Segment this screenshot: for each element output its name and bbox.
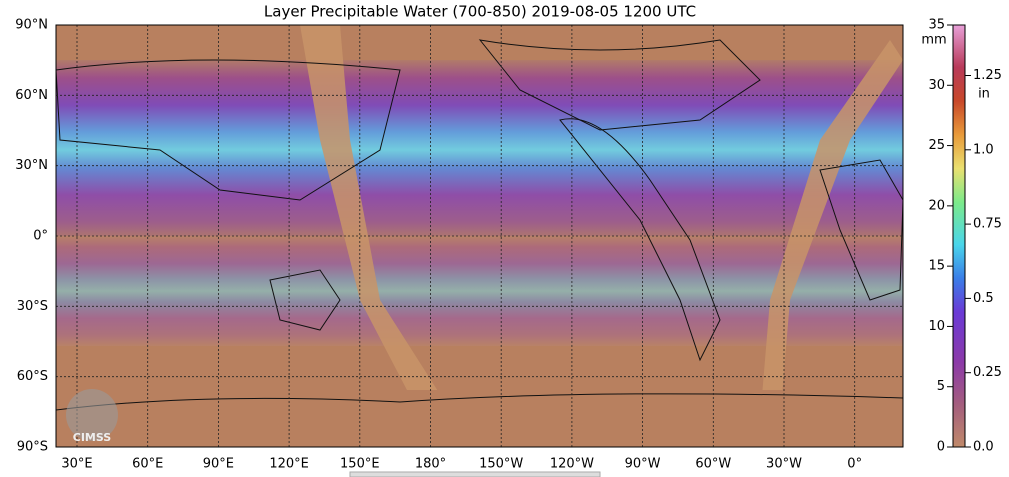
- lat-label: 30°S: [17, 299, 48, 314]
- logo: CIMSS: [66, 389, 118, 444]
- lon-label: 30°E: [61, 457, 92, 472]
- in-tick-label: 1.0: [973, 142, 994, 157]
- mm-tick-label: 20: [928, 198, 945, 213]
- bottom-tabs: [349, 471, 601, 477]
- mm-tick-label: 35: [928, 18, 945, 33]
- map-image: [55, 25, 904, 447]
- lon-label: 60°W: [695, 457, 731, 472]
- lat-label: 90°S: [17, 440, 48, 455]
- lat-label: 0°: [33, 229, 48, 244]
- mm-unit: mm: [921, 33, 946, 48]
- lon-label: 90°W: [625, 457, 661, 472]
- mm-tick-label: 0: [937, 440, 945, 455]
- lat-label: 90°N: [15, 18, 48, 33]
- graticule: [56, 25, 903, 447]
- lon-label: 150°W: [479, 457, 523, 472]
- lon-label: 120°W: [550, 457, 594, 472]
- in-tick-label: 0.25: [973, 365, 1002, 380]
- lon-label: 150°E: [340, 457, 380, 472]
- in-tick-label: 1.25: [973, 68, 1002, 83]
- mm-tick-label: 25: [928, 138, 945, 153]
- in-tick-label: 0.75: [973, 217, 1002, 232]
- lon-label: 120°E: [269, 457, 309, 472]
- mm-tick-label: 15: [928, 259, 945, 274]
- lon-label: 60°E: [132, 457, 163, 472]
- mm-tick-label: 5: [937, 379, 945, 394]
- lon-label: 0°: [847, 457, 862, 472]
- in-tick-label: 0.5: [973, 291, 994, 306]
- in-unit: in: [978, 87, 990, 102]
- map-frame: [55, 24, 904, 448]
- lon-label: 180°: [415, 457, 446, 472]
- logo-text: CIMSS: [73, 431, 112, 444]
- lat-label: 60°S: [17, 369, 48, 384]
- mm-tick-label: 30: [928, 78, 945, 93]
- lat-label: 60°N: [15, 88, 48, 103]
- lat-label: 30°N: [15, 158, 48, 173]
- colorbar: [952, 24, 966, 448]
- in-tick-label: 0.0: [973, 440, 994, 455]
- lon-label: 90°E: [203, 457, 234, 472]
- title: Layer Precipitable Water (700-850) 2019-…: [264, 3, 696, 21]
- mm-tick-label: 10: [928, 319, 945, 334]
- lon-label: 30°W: [766, 457, 802, 472]
